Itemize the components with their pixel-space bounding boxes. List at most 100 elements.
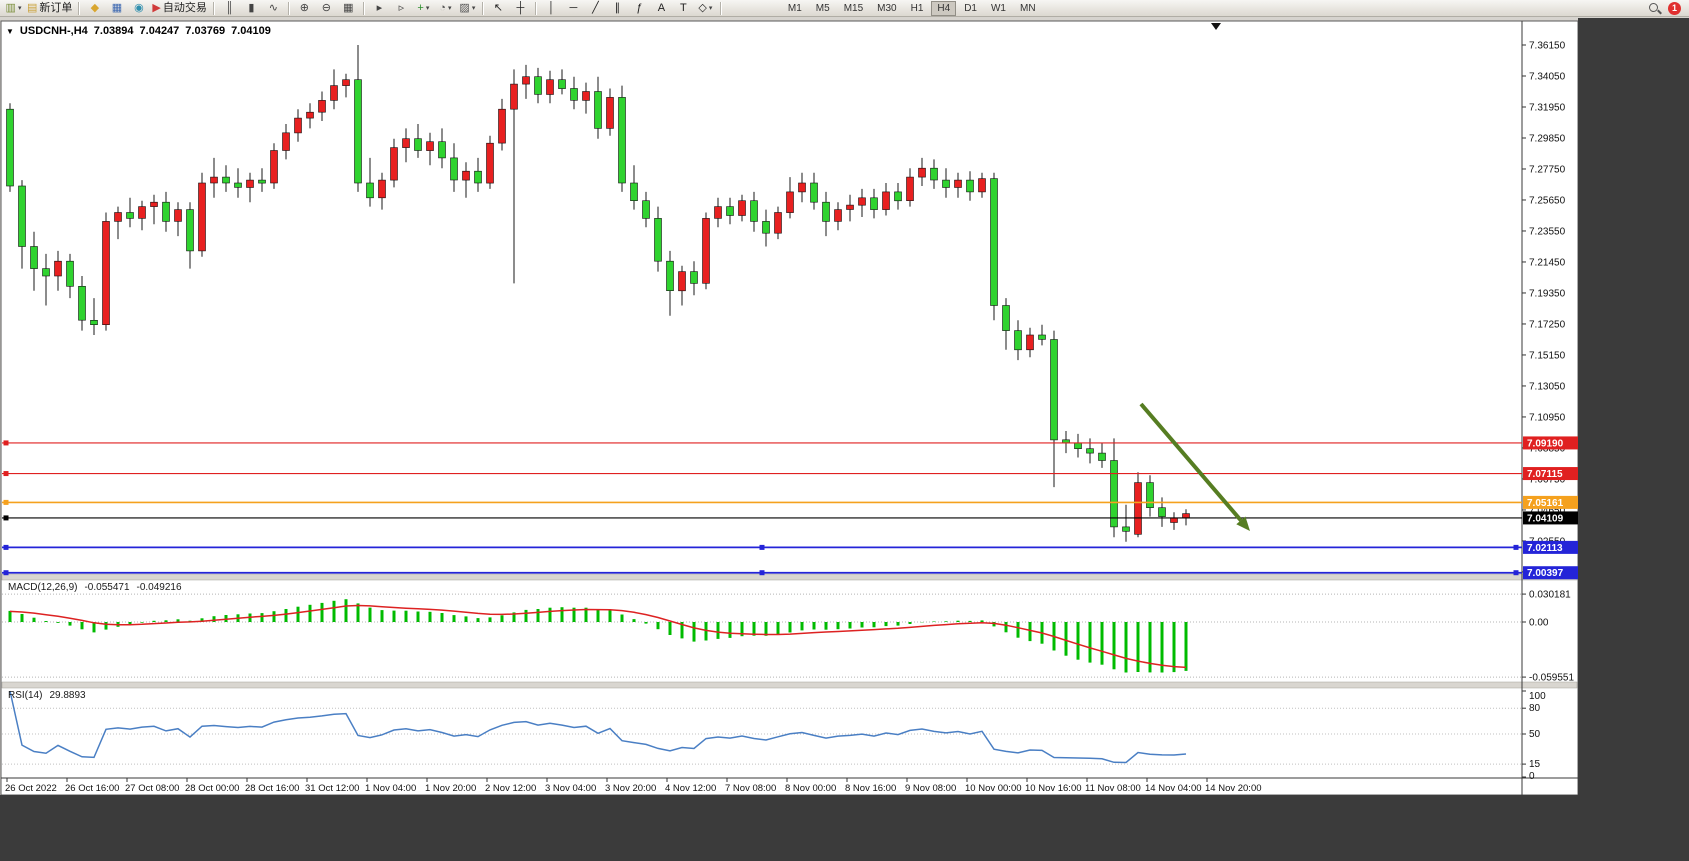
notification-badge[interactable]: 1 <box>1668 1 1681 15</box>
horizontal-line-icon: ─ <box>569 1 578 14</box>
periods-icon: ◔ <box>439 1 446 14</box>
tile-windows-button[interactable]: ▦ <box>338 1 359 16</box>
periods-button[interactable]: ◔ ▾ <box>435 1 456 16</box>
indicators-button[interactable]: + ▾ <box>413 1 434 16</box>
price-label: 7.29850 <box>1529 133 1566 144</box>
time-label: 7 Nov 08:00 <box>725 783 776 794</box>
auto-scroll-icon: ▸ <box>376 1 383 14</box>
candlestick-chart-icon: ▮ <box>248 1 255 14</box>
chart-symbol: USDCNH-,H4 <box>19 25 88 37</box>
time-label: 3 Nov 20:00 <box>605 783 656 794</box>
rsi-name: RSI(14) <box>8 690 43 701</box>
arrows-button[interactable]: ◇ ▾ <box>695 1 716 16</box>
macd-scale-label: 0.030181 <box>1529 590 1571 601</box>
price-tag-label: 7.05161 <box>1527 498 1564 509</box>
price-tag-7.04109 <box>1523 511 1578 525</box>
autotrade-button[interactable]: ▶ 自动交易 <box>150 1 208 16</box>
zoom-in-icon: ⊕ <box>299 1 309 14</box>
search-icon[interactable] <box>1648 2 1661 15</box>
line-chart-icon: ∿ <box>268 1 278 14</box>
chart-menu-icon[interactable]: ▼ <box>6 26 14 36</box>
toolbar-separator <box>287 1 290 15</box>
market-watch-icon: ▦ <box>111 1 123 14</box>
auto-scroll-button[interactable]: ▸ <box>369 1 390 16</box>
price-tag-7.02113 <box>1523 540 1578 554</box>
market-watch-button[interactable]: ▦ <box>106 1 127 16</box>
label-icon: T <box>680 1 687 14</box>
timeframe-h4[interactable]: H4 <box>931 0 957 16</box>
profiles-button[interactable]: ◆ <box>84 1 105 16</box>
timeframe-w1[interactable]: W1 <box>990 2 1006 14</box>
timeframe-m5[interactable]: M5 <box>815 2 830 14</box>
price-label: 7.23550 <box>1529 226 1566 237</box>
quote-high: 7.04247 <box>139 25 180 37</box>
price-label: 7.27750 <box>1529 164 1566 175</box>
macd-signal-value: -0.049216 <box>136 582 182 593</box>
line-handle <box>759 544 765 550</box>
timeframe-mn[interactable]: MN <box>1019 2 1036 14</box>
indicators-icon: + <box>417 1 424 14</box>
zoom-out-icon: ⊖ <box>321 1 331 14</box>
toolbar-separator <box>481 1 484 15</box>
new-order-button-label: 新订单 <box>39 1 73 14</box>
new-chart-button[interactable]: ▥ ▾ <box>3 1 24 16</box>
trendline-button[interactable]: ╱ <box>585 1 606 16</box>
label-button[interactable]: T <box>673 1 694 16</box>
chevron-down-icon: ▾ <box>447 4 452 12</box>
profiles-icon: ◆ <box>90 1 100 14</box>
timeframe-d1[interactable]: D1 <box>964 2 977 14</box>
macd-scale-label: -0.059551 <box>1529 673 1574 684</box>
price-tag-7.05161 <box>1523 495 1578 509</box>
channel-icon: ∥ <box>614 1 621 14</box>
quote-open: 7.03894 <box>93 25 134 37</box>
line-handle <box>3 471 9 477</box>
time-label: 31 Oct 12:00 <box>305 783 359 794</box>
scroll-marker-icon[interactable] <box>1211 23 1221 30</box>
price-tag-label: 7.00397 <box>1527 568 1564 579</box>
hline-7.09190[interactable]: 7.09190 <box>2 436 1578 450</box>
horizontal-line-button[interactable]: ─ <box>563 1 584 16</box>
trend-arrow[interactable] <box>1139 402 1250 531</box>
cursor-button[interactable]: ↖ <box>488 1 509 16</box>
timeframe-h1[interactable]: H1 <box>910 2 924 14</box>
candlestick-chart-button[interactable]: ▮ <box>241 1 262 16</box>
chevron-down-icon: ▾ <box>425 4 430 12</box>
zoom-out-button[interactable]: ⊖ <box>316 1 337 16</box>
templates-button[interactable]: ▨ ▾ <box>457 1 478 16</box>
channel-button[interactable]: ∥ <box>607 1 628 16</box>
data-window-button[interactable]: ◉ <box>128 1 149 16</box>
bottom-dark-panel <box>0 795 1578 861</box>
tile-windows-icon: ▦ <box>343 1 354 14</box>
crosshair-button[interactable]: ┼ <box>510 1 531 16</box>
line-handle <box>759 570 765 576</box>
toolbar-separator <box>362 1 365 15</box>
text-button[interactable]: A <box>651 1 672 16</box>
hline-7.05161[interactable]: 7.05161 <box>2 495 1578 509</box>
hline-7.07115[interactable]: 7.07115 <box>2 467 1578 481</box>
bar-chart-button[interactable]: ║ <box>219 1 240 16</box>
time-label: 27 Oct 08:00 <box>125 783 179 794</box>
price-tag-label: 7.09190 <box>1527 438 1564 449</box>
new-order-button[interactable]: ▤ 新订单 <box>25 1 74 16</box>
hline-7.02113[interactable]: 7.02113 <box>2 540 1578 554</box>
toolbar: ▥ ▾ ▤ 新订单 ◆ ▦ ◉ ▶ 自动交易 ║ ▮ ∿ ⊕ ⊖ ▦ ▸ ▹ + ▾ ◔ ▾ ▨ ▾ ↖ ┼ │ ─ ╱ ∥ ƒ A T ◇ ▾ M… <box>0 0 1689 17</box>
vertical-line-button[interactable]: │ <box>541 1 562 16</box>
indicator-levels <box>2 593 1522 765</box>
hline-7.04109[interactable]: 7.04109 <box>2 511 1578 525</box>
rsi-scale-label: 0 <box>1529 771 1535 782</box>
timeframe-m1[interactable]: M1 <box>787 2 802 14</box>
chart-shift-button[interactable]: ▹ <box>391 1 412 16</box>
rsi-value: 29.8893 <box>49 690 86 701</box>
trendline-icon: ╱ <box>592 1 599 14</box>
time-axis[interactable]: 26 Oct 2022 26 Oct 16:00 27 Oct 08:00 28 Oc… <box>5 778 1262 794</box>
time-label: 26 Oct 16:00 <box>65 783 119 794</box>
fibonacci-button[interactable]: ƒ <box>629 1 650 16</box>
hline-7.00397[interactable]: 7.00397 <box>2 566 1578 580</box>
timeframe-m30[interactable]: M30 <box>877 2 897 14</box>
price-tag-label: 7.04109 <box>1527 513 1564 524</box>
chevron-down-icon: ▾ <box>17 4 22 12</box>
line-chart-button[interactable]: ∿ <box>263 1 284 16</box>
timeframe-m15[interactable]: M15 <box>843 2 864 14</box>
zoom-in-button[interactable]: ⊕ <box>294 1 315 16</box>
